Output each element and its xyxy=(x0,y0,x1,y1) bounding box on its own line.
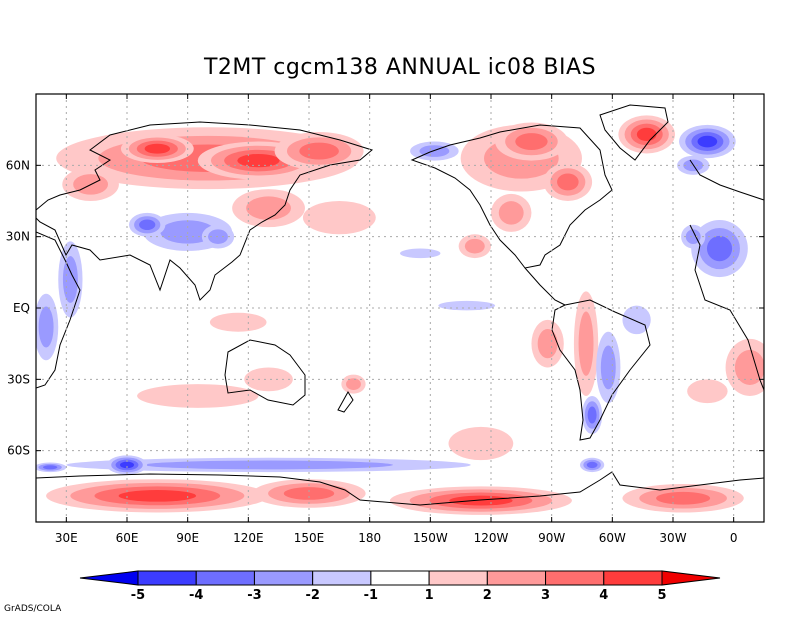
bias-anomaly-29-level--1 xyxy=(622,305,651,335)
coastline-africa xyxy=(36,231,81,389)
bias-anomaly-30-level-2 xyxy=(734,349,764,385)
colorbar-label: 4 xyxy=(599,588,608,603)
bias-anomaly-35-level-1 xyxy=(209,312,267,332)
axis-ticks: 60N 30N EQ 30S 60S 30E 60E 90E 120E 150E 180 150W 12… xyxy=(6,94,764,545)
colorbar-swatch-2 xyxy=(253,570,314,586)
bias-anomaly-8-level--3 xyxy=(139,219,156,231)
colorbar-swatch-7 xyxy=(545,570,605,586)
bias-anomaly-27-level--2 xyxy=(600,345,616,390)
colorbar-label: -1 xyxy=(364,588,378,603)
bias-anomaly-38-level--4 xyxy=(119,461,135,469)
software-credit: GrADS/COLA xyxy=(4,604,62,614)
coastline-north-america xyxy=(410,124,613,269)
colorbar-swatch-0 xyxy=(137,570,197,586)
coastline-antarctica xyxy=(36,471,764,506)
colorbar-label: -2 xyxy=(305,588,319,603)
lat-tick-label-60N: 60N xyxy=(6,158,30,172)
bias-anomaly-31-level-1 xyxy=(687,379,728,404)
bias-anomaly-40-level--3 xyxy=(586,461,598,469)
bias-anomaly-16-level-3 xyxy=(557,173,579,191)
colorbar-swatch-above-max xyxy=(661,570,721,586)
lat-tick-label-30S: 30S xyxy=(7,372,30,386)
colorbar-swatch-below-min xyxy=(79,570,139,586)
colorbar-label: 1 xyxy=(425,588,434,603)
coastline-central-america xyxy=(524,267,566,306)
bias-anomaly-23-level--3 xyxy=(706,235,733,262)
bias-anomaly-33-level-1 xyxy=(244,367,293,392)
colorbar-label: -3 xyxy=(247,588,261,603)
bias-anomaly-25-level-2 xyxy=(578,311,594,376)
bias-anomaly-44-level-3 xyxy=(656,491,711,505)
lon-tick-label-90W: 90W xyxy=(538,531,565,545)
colorbar-swatch-1 xyxy=(195,570,255,586)
lon-tick-label-30E: 30E xyxy=(55,531,78,545)
lon-tick-label-120W: 120W xyxy=(474,531,509,545)
colorbar-swatch-4 xyxy=(370,570,430,586)
lat-tick-label-30N: 30N xyxy=(6,230,30,244)
lon-tick-label-180: 180 xyxy=(358,531,381,545)
coastline-new-zealand xyxy=(337,391,354,413)
bias-anomaly-13-level--1 xyxy=(438,300,496,311)
lon-tick-label-90E: 90E xyxy=(176,531,199,545)
colorbar-swatch-5 xyxy=(428,570,488,586)
colorbar-label: 2 xyxy=(483,588,492,603)
colorbar-swatch-6 xyxy=(486,570,547,586)
bias-anomaly-28-level--3 xyxy=(587,406,597,424)
bias-anomaly-1-level-4 xyxy=(237,153,280,168)
coastline-greenland xyxy=(599,104,669,161)
bias-contour-layer xyxy=(36,115,764,515)
bias-anomaly-36-level-1 xyxy=(448,426,514,461)
bias-anomaly-41-level-4 xyxy=(118,490,197,502)
coastline-layer xyxy=(36,104,764,506)
colorbar: -5 -4 -3 -2 -1 1 2 3 4 5 xyxy=(79,570,721,603)
bias-anomaly-10-level--2 xyxy=(62,256,78,303)
lon-tick-label-60E: 60E xyxy=(116,531,139,545)
colorbar-swatch-8 xyxy=(603,570,663,586)
lat-tick-label-60S: 60S xyxy=(7,444,30,458)
colorbar-label: 5 xyxy=(657,588,666,603)
bias-anomaly-2-level-4 xyxy=(144,143,170,154)
bias-anomaly-11-level--2 xyxy=(38,306,54,348)
bias-anomaly-5-level-2 xyxy=(246,196,291,220)
lon-tick-label-60W: 60W xyxy=(599,531,626,545)
bias-anomaly-24-level--2 xyxy=(685,229,701,244)
bias-anomaly-42-level-3 xyxy=(283,487,335,500)
bias-anomaly-39-level--3 xyxy=(42,465,58,470)
bias-anomaly-18-level-2 xyxy=(464,238,485,254)
lon-tick-label-0: 0 xyxy=(730,531,738,545)
coastline-eurasia xyxy=(36,121,374,301)
bias-anomaly-3-level-3 xyxy=(299,142,339,160)
coastline-europe-west xyxy=(689,159,764,201)
bias-anomaly-43-level-4 xyxy=(449,495,513,506)
lon-tick-label-120E: 120E xyxy=(233,531,264,545)
lon-tick-label-150E: 150E xyxy=(294,531,325,545)
lon-tick-label-30W: 30W xyxy=(659,531,686,545)
bias-anomaly-6-level-1 xyxy=(302,201,376,235)
lon-tick-label-150W: 150W xyxy=(413,531,448,545)
bias-anomaly-34-level-2 xyxy=(346,378,361,390)
map-title: T2MT cgcm138 ANNUAL ic08 BIAS xyxy=(203,55,597,80)
colorbar-label: 3 xyxy=(541,588,550,603)
bias-anomaly-37-level--2 xyxy=(144,460,393,470)
bias-anomaly-20-level-4 xyxy=(636,127,657,142)
graticule xyxy=(36,94,764,522)
colorbar-label: -5 xyxy=(131,588,145,603)
colorbar-label: -4 xyxy=(189,588,203,603)
coastline-australia xyxy=(224,339,306,406)
coastline-south-america xyxy=(551,299,651,441)
bias-anomaly-21-level--4 xyxy=(697,135,718,148)
bias-anomaly-7-level--2 xyxy=(160,220,216,244)
bias-anomaly-12-level--1 xyxy=(400,248,441,259)
lat-tick-label-EQ: EQ xyxy=(13,301,30,315)
bias-anomaly-26-level-2 xyxy=(537,329,558,359)
bias-anomaly-17-level-2 xyxy=(498,201,524,225)
colorbar-swatch-3 xyxy=(312,570,372,586)
coastline-africa-west xyxy=(689,224,764,391)
bias-anomaly-32-level-1 xyxy=(137,384,259,408)
bias-anomaly-15-level-3 xyxy=(515,133,548,151)
